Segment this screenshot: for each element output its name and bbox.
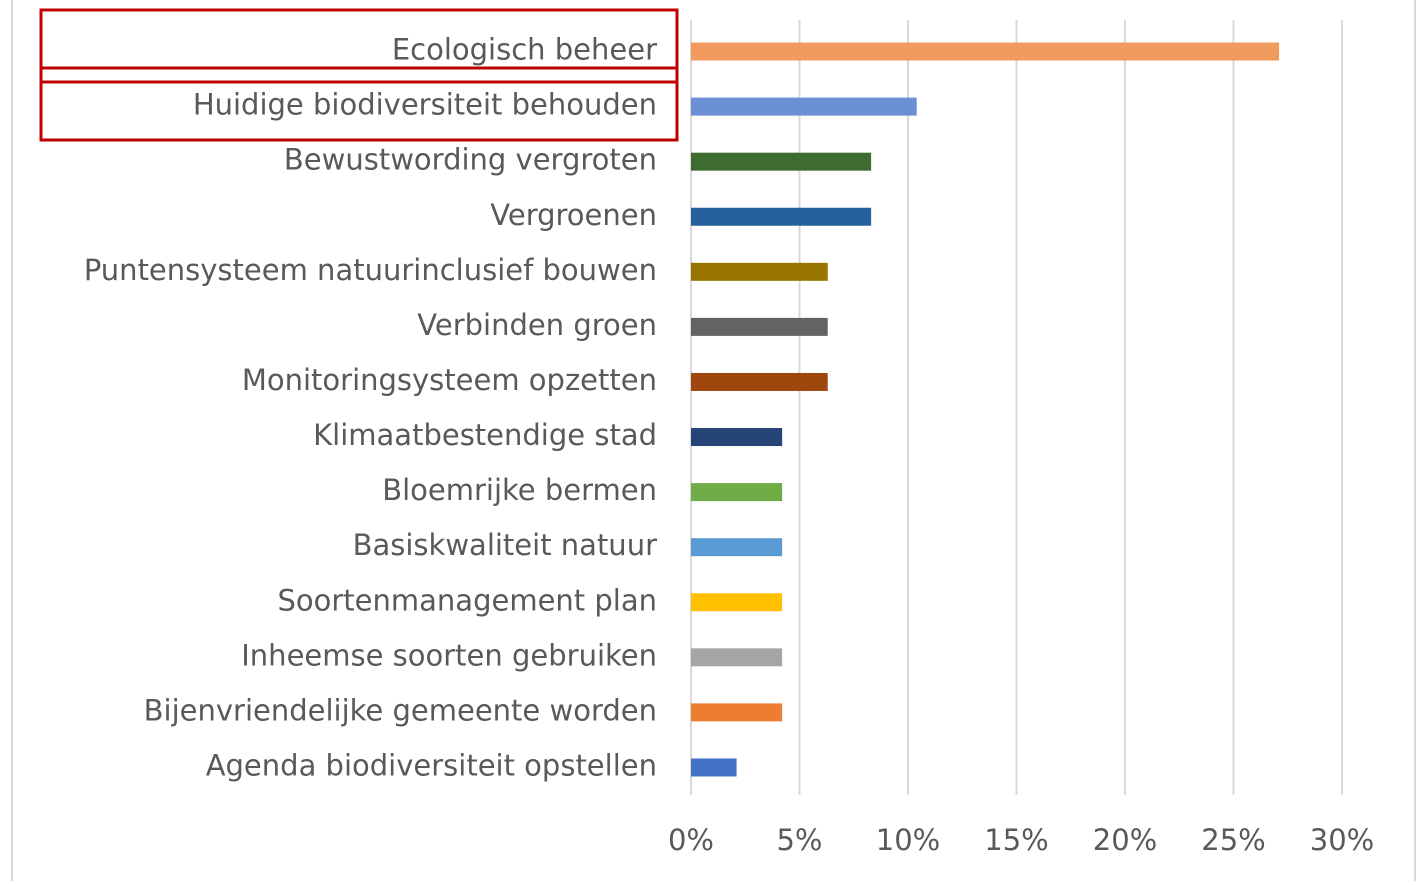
bar [691, 703, 783, 722]
y-tick-label: Bewustwording vergroten [284, 143, 657, 177]
highlight-box [39, 66, 679, 142]
bar [691, 428, 783, 447]
x-tick-label: 15% [984, 823, 1048, 857]
y-tick-label: Soortenmanagement plan [277, 583, 657, 617]
bar [691, 317, 828, 336]
y-tick-label: Huidige biodiversiteit behouden [193, 88, 657, 122]
bar [691, 593, 783, 612]
x-tick-label: 5% [776, 823, 822, 857]
bar [691, 758, 737, 777]
y-tick-label: Ecologisch beheer [392, 33, 657, 67]
y-tick-label: Verbinden groen [417, 308, 657, 342]
y-tick-label: Bloemrijke bermen [382, 473, 657, 507]
y-tick-label: Bijenvriendelijke gemeente worden [144, 693, 657, 727]
bar [691, 97, 917, 116]
bar [691, 262, 828, 281]
highlight-box [39, 8, 679, 84]
bar [691, 152, 872, 171]
y-tick-label: Vergroenen [490, 198, 657, 232]
x-tick-label: 0% [668, 823, 714, 857]
y-tick-label: Basiskwaliteit natuur [353, 528, 657, 562]
y-tick-label: Klimaatbestendige stad [313, 418, 657, 452]
y-tick-label: Puntensysteem natuurinclusief bouwen [84, 253, 657, 287]
bar [691, 372, 828, 391]
bar [691, 42, 1280, 61]
bar [691, 648, 783, 667]
y-tick-label: Agenda biodiversiteit opstellen [206, 748, 657, 782]
y-tick-label: Monitoringsysteem opzetten [242, 363, 657, 397]
x-tick-label: 10% [876, 823, 940, 857]
bar [691, 483, 783, 502]
x-tick-label: 25% [1201, 823, 1265, 857]
y-tick-label: Inheemse soorten gebruiken [241, 638, 657, 672]
bar [691, 207, 872, 226]
bar [691, 538, 783, 557]
x-tick-label: 20% [1093, 823, 1157, 857]
x-tick-label: 30% [1310, 823, 1374, 857]
